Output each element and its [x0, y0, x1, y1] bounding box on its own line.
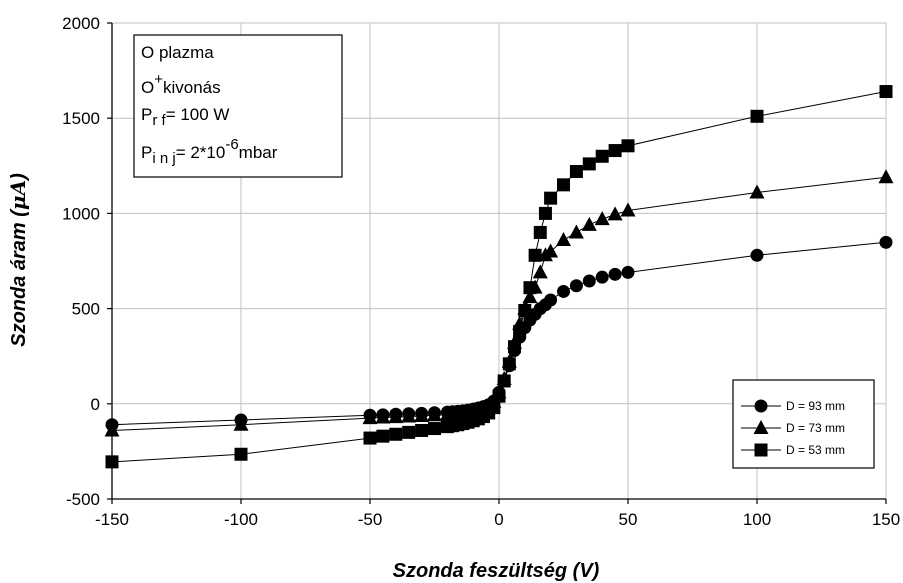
y-tick-label: 500	[72, 300, 100, 319]
x-tick-label: 150	[872, 510, 900, 529]
legend-label: D = 93 mm	[786, 399, 845, 413]
data-point-triangle	[427, 407, 442, 422]
data-point-triangle	[620, 202, 636, 217]
data-point-square	[363, 431, 377, 445]
data-point-triangle	[375, 409, 391, 424]
data-point-square	[389, 427, 403, 441]
data-point-triangle	[388, 409, 404, 424]
data-point-triangle	[607, 206, 623, 221]
data-point-circle	[608, 267, 622, 281]
data-point-square	[376, 429, 390, 443]
legend-marker-triangle	[753, 420, 769, 434]
annotation-line-1: O plazma	[141, 43, 214, 62]
data-point-circle	[621, 265, 635, 279]
data-point-circle	[879, 235, 893, 249]
data-point-square	[569, 165, 583, 179]
data-point-square	[492, 389, 506, 403]
data-point-square	[595, 149, 609, 163]
data-point-triangle	[543, 243, 559, 258]
annotation-frame	[133, 34, 343, 178]
data-point-triangle	[532, 264, 548, 279]
data-point-square	[487, 401, 501, 415]
data-point-triangle	[556, 232, 571, 247]
y-tick-label: 1500	[62, 109, 100, 128]
y-tick-label: 2000	[62, 14, 100, 33]
data-point-square	[879, 85, 893, 99]
data-point-square	[518, 304, 532, 318]
x-tick-label: -50	[358, 510, 383, 529]
data-point-circle	[544, 293, 558, 307]
data-point-triangle	[233, 416, 249, 431]
x-tick-label: -150	[95, 510, 129, 529]
data-point-square	[523, 281, 537, 295]
x-tick-label: 50	[619, 510, 638, 529]
data-point-triangle	[414, 407, 430, 422]
y-tick-label: 0	[91, 395, 100, 414]
data-point-square	[557, 178, 570, 192]
x-tick-label: 100	[743, 510, 771, 529]
legend: D = 93 mm D = 73 mm D = 53 mm	[732, 379, 875, 469]
data-point-square	[415, 423, 429, 437]
data-point-square	[750, 109, 764, 123]
annotation-box: O plazma O+kivonás Pr f= 100 W Pi n j= 2…	[133, 34, 343, 178]
data-point-square	[428, 422, 441, 436]
legend-marker-circle	[754, 399, 768, 413]
x-tick-label: -100	[224, 510, 258, 529]
annotation-line-4: Pi n j= 2*10-6mbar	[141, 136, 278, 167]
data-point-triangle	[522, 289, 538, 304]
data-point-square	[582, 157, 596, 171]
y-axis-title: Szonda áram (μA)	[6, 173, 30, 347]
data-point-triangle	[749, 184, 765, 199]
legend-label: D = 73 mm	[786, 421, 845, 435]
data-point-square	[608, 144, 622, 158]
data-point-circle	[557, 284, 570, 298]
data-point-circle	[569, 279, 583, 293]
data-point-square	[234, 447, 248, 461]
series-markers	[104, 85, 894, 469]
data-point-square	[538, 206, 552, 220]
data-point-triangle	[362, 410, 378, 425]
data-point-circle	[595, 270, 609, 284]
x-tick-labels: -150 -100 -50 0 50 100 150	[95, 510, 900, 529]
data-point-square	[528, 248, 542, 262]
data-point-triangle	[401, 408, 417, 423]
annotation-line-3: Pr f= 100 W	[141, 105, 229, 129]
x-tick-label: 0	[494, 510, 503, 529]
data-point-square	[497, 374, 511, 388]
data-point-triangle	[104, 422, 120, 437]
data-point-triangle	[878, 169, 894, 184]
data-point-square	[402, 425, 416, 439]
data-point-square	[105, 455, 119, 469]
legend-label: D = 53 mm	[786, 443, 845, 457]
data-point-square	[544, 191, 558, 205]
data-point-square	[502, 357, 516, 371]
data-point-square	[621, 139, 635, 153]
annotation-line-2: O+kivonás	[141, 71, 221, 97]
data-point-square	[513, 324, 527, 338]
data-point-circle	[582, 274, 596, 288]
legend-marker-square	[754, 443, 768, 457]
data-point-circle	[750, 248, 764, 262]
data-point-square	[533, 225, 547, 239]
data-point-triangle	[594, 211, 610, 226]
data-point-triangle	[568, 224, 584, 239]
data-point-square	[507, 340, 521, 354]
y-tick-label: 1000	[62, 204, 100, 223]
data-point-triangle	[581, 216, 597, 231]
y-tick-label: -500	[66, 490, 100, 509]
x-axis-title: Szonda feszültség (V)	[393, 560, 600, 582]
y-tick-labels: -500 0 500 1000 1500 2000	[62, 14, 100, 509]
